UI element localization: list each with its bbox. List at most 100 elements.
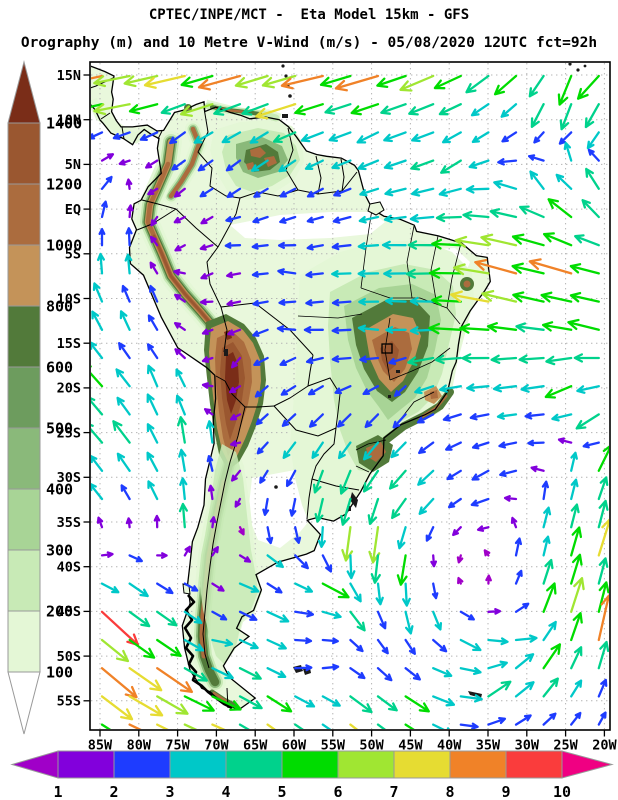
wind-vector-arrow — [438, 103, 462, 116]
wind-vector-arrow — [456, 554, 464, 564]
wind-vector-arrow — [332, 215, 352, 224]
wind-vector-arrow — [501, 131, 518, 143]
wind-vector-arrow — [311, 441, 324, 459]
wind-vector-arrow — [91, 310, 104, 331]
wind-vector-arrow — [147, 187, 159, 196]
wind-vector-arrow — [542, 232, 573, 247]
wind-vector-arrow — [230, 469, 242, 482]
wind-vector-arrow — [452, 526, 462, 537]
longitude-label: 65W — [243, 738, 268, 754]
orography-band — [7, 488, 41, 551]
wind-vector-arrow — [238, 638, 259, 650]
latitude-label: 5N — [65, 157, 81, 173]
wind-vector-arrow — [376, 638, 389, 655]
wind-vector-arrow — [597, 581, 609, 613]
wind-vector-arrow — [303, 326, 324, 334]
wind-vector-arrow — [446, 469, 462, 481]
wind-vector-arrow — [139, 131, 159, 141]
wind-vector-arrow — [576, 74, 600, 100]
wind-vector-arrow — [447, 497, 462, 509]
wind-speed-band — [225, 750, 283, 779]
wind-vector-arrow — [336, 413, 352, 428]
wind-vector-arrow — [496, 412, 518, 420]
wind-vector-arrow — [459, 323, 490, 334]
wind-vector-arrow — [128, 638, 156, 659]
wind-vector-arrow — [434, 354, 462, 365]
wind-vector-arrow — [173, 322, 186, 331]
wind-scale-label: 4 — [221, 783, 230, 800]
longitude-label: 25W — [553, 738, 578, 754]
wind-vector-arrow — [205, 420, 215, 444]
wind-vector-arrow — [404, 695, 430, 713]
latitude-label: 40S — [57, 560, 81, 576]
wind-vector-arrow — [173, 187, 186, 198]
wind-vector-arrow — [465, 185, 490, 194]
wind-scale-label: 7 — [389, 783, 398, 800]
wind-vector-arrow — [331, 355, 352, 363]
wind-vector-arrow — [252, 299, 269, 307]
wind-vector-arrow — [542, 558, 554, 585]
longitude-label: 70W — [204, 738, 229, 754]
wind-vector-arrow — [381, 240, 407, 250]
wind-vector-arrow — [177, 416, 187, 444]
wind-vector-arrow — [331, 159, 352, 170]
wind-vector-arrow — [289, 497, 297, 517]
wind-vector-arrow — [278, 159, 297, 173]
wind-vector-arrow — [510, 516, 518, 529]
latitude-label: 30S — [57, 470, 81, 486]
wind-vector-arrow — [100, 175, 113, 190]
wind-vector-arrow — [569, 291, 600, 303]
wind-vector-arrow — [570, 553, 583, 585]
wind-vector-arrow — [238, 610, 258, 621]
wind-vector-arrow — [224, 242, 242, 249]
wind-vector-arrow — [173, 215, 186, 224]
orography-scale-label: 300 — [46, 542, 73, 560]
wind-scale-label: 8 — [445, 783, 454, 800]
longitude-label: 40W — [437, 738, 462, 754]
wind-vector-arrow — [450, 290, 490, 303]
wind-vector-arrow — [294, 664, 313, 672]
wind-vector-arrow — [487, 608, 502, 615]
wind-vector-arrow — [200, 272, 214, 280]
wind-vector-arrow — [459, 638, 482, 652]
wind-vector-arrow — [356, 131, 380, 144]
longitude-label: 55W — [321, 738, 346, 754]
wind-vector-arrow — [331, 270, 352, 278]
wind-vector-arrow — [213, 103, 242, 116]
wind-vector-arrow — [574, 234, 600, 247]
wind-vector-arrow — [459, 722, 479, 729]
wind-speed-band — [505, 750, 563, 779]
wind-vector-arrow — [321, 637, 339, 645]
wind-vector-arrow — [425, 526, 435, 542]
orography-scale-label: 400 — [46, 481, 73, 499]
wind-vector-arrow — [497, 158, 518, 166]
wind-vector-arrow — [156, 552, 168, 559]
wind-vector-arrow — [357, 324, 380, 333]
wind-vector-arrow — [462, 210, 490, 221]
wind-vector-arrow — [383, 214, 407, 224]
wind-vector-arrow — [234, 74, 269, 89]
wind-vector-arrow — [156, 582, 174, 595]
wind-vector-arrow — [91, 341, 104, 360]
orography-band — [7, 305, 41, 368]
wind-under-arrow — [10, 750, 59, 779]
wind-vector-arrow — [252, 215, 269, 224]
wind-vector-arrow — [409, 326, 435, 335]
wind-vector-arrow — [317, 526, 326, 548]
wind-vector-arrow — [542, 582, 557, 613]
wind-vector-arrow — [442, 413, 462, 422]
wind-vector-arrow — [115, 368, 131, 388]
wind-vector-arrow — [500, 103, 518, 118]
wind-vector-arrow — [91, 454, 104, 472]
wind-vector-arrow — [123, 74, 159, 88]
orography-shading — [91, 97, 474, 709]
wind-vector-arrow — [238, 723, 250, 729]
wind-vector-arrow — [349, 638, 364, 653]
orography-scale-label: 1200 — [46, 176, 82, 194]
wind-vector-arrow — [490, 354, 518, 364]
wind-vector-arrow — [542, 712, 557, 726]
orography-scale-label: 100 — [46, 664, 73, 682]
wind-vector-arrow — [324, 103, 352, 115]
wind-vector-arrow — [174, 348, 186, 360]
wind-vector-arrow — [251, 159, 269, 172]
